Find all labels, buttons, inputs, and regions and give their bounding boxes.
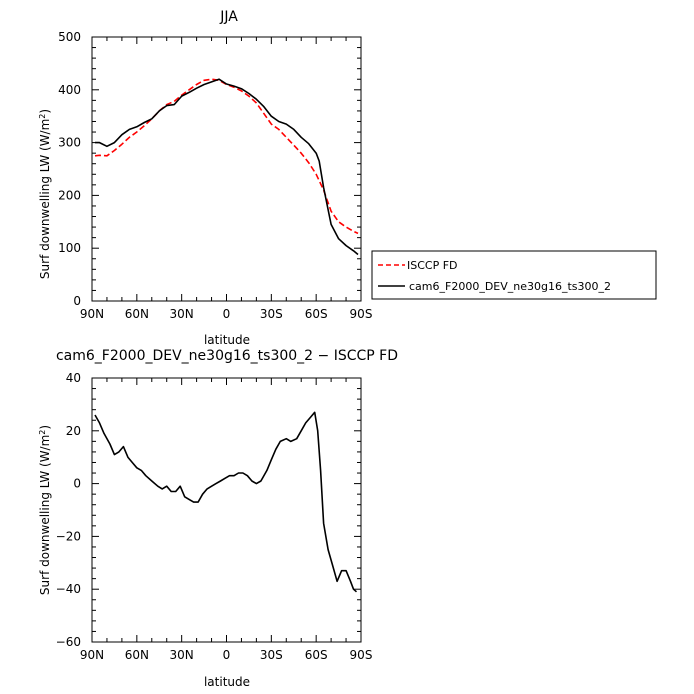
x-axis-title: latitude (204, 333, 250, 347)
y-tick-label: 20 (66, 424, 81, 438)
series-line-model (95, 78, 359, 256)
y-tick-label: 40 (66, 371, 81, 385)
y-tick-label: 100 (58, 241, 81, 255)
y-axis-title: Surf downwelling LW (W/m2) (38, 425, 52, 595)
y-tick-label: 400 (58, 83, 81, 97)
x-tick-label: 90N (80, 307, 104, 321)
y-tick-label: 300 (58, 136, 81, 150)
x-tick-label: 60S (305, 648, 328, 662)
y-tick-label: 500 (58, 30, 81, 44)
legend: ISCCP FD cam6_F2000_DEV_ne30g16_ts300_2 (371, 250, 657, 300)
y-axis-title-close: ) (38, 109, 52, 114)
y-tick-label: 200 (58, 188, 81, 202)
legend-box (371, 250, 657, 300)
y-tick-label: 0 (73, 294, 81, 308)
series-line-difference (94, 411, 358, 593)
y-tick-label: −60 (56, 635, 81, 649)
x-tick-label: 90N (80, 648, 104, 662)
series-group (94, 411, 358, 593)
series-group (94, 78, 359, 256)
y-axis-title-text: Surf downwelling LW (W/m (38, 435, 52, 595)
x-tick-label: 90S (350, 648, 373, 662)
y-tick-label: 0 (73, 477, 81, 491)
y-axis-title-close: ) (38, 425, 52, 430)
y-axis-title: Surf downwelling LW (W/m2) (38, 109, 52, 279)
series-line-isccp (94, 78, 359, 235)
tick-group: 90N 60N 30N 0 30S 60S 90S 0 100 200 300 400 500 (58, 30, 372, 321)
x-tick-label: 30N (170, 648, 194, 662)
x-tick-label: 30N (170, 307, 194, 321)
difference-title: cam6_F2000_DEV_ne30g16_ts300_2 − ISCCP F… (56, 348, 398, 364)
x-tick-label: 60S (305, 307, 328, 321)
tick-group: 90N 60N 30N 0 30S 60S 90S −60 −40 −20 0 20 40 (56, 371, 373, 662)
season-title: JJA (219, 9, 238, 25)
legend-label-isccp: ISCCP FD (407, 259, 458, 272)
svg-text:Surf downwelling LW (W/m2): Surf downwelling LW (W/m2) (38, 425, 52, 595)
svg-text:Surf downwelling LW (W/m2): Surf downwelling LW (W/m2) (38, 109, 52, 279)
y-axis-title-sup: 2 (38, 430, 47, 435)
x-tick-label: 0 (223, 648, 231, 662)
plot-frame (91, 36, 362, 302)
y-axis-title-text: Surf downwelling LW (W/m (38, 119, 52, 279)
panel-difference: cam6_F2000_DEV_ne30g16_ts300_2 − ISCCP F… (38, 348, 398, 689)
y-tick-label: −20 (56, 529, 81, 543)
x-tick-label: 60N (125, 648, 149, 662)
x-tick-label: 0 (223, 307, 231, 321)
plot-frame (91, 377, 362, 643)
x-tick-label: 30S (260, 307, 283, 321)
y-tick-label: −40 (56, 582, 81, 596)
x-tick-label: 30S (260, 648, 283, 662)
y-axis-title-sup: 2 (38, 114, 47, 119)
x-tick-label: 60N (125, 307, 149, 321)
legend-label-model: cam6_F2000_DEV_ne30g16_ts300_2 (409, 280, 611, 293)
x-tick-label: 90S (350, 307, 373, 321)
panel-climatology: JJA Surf downwelling LW (W/m2) 90N 60N 30N… (38, 9, 657, 347)
x-axis-title: latitude (204, 675, 250, 689)
